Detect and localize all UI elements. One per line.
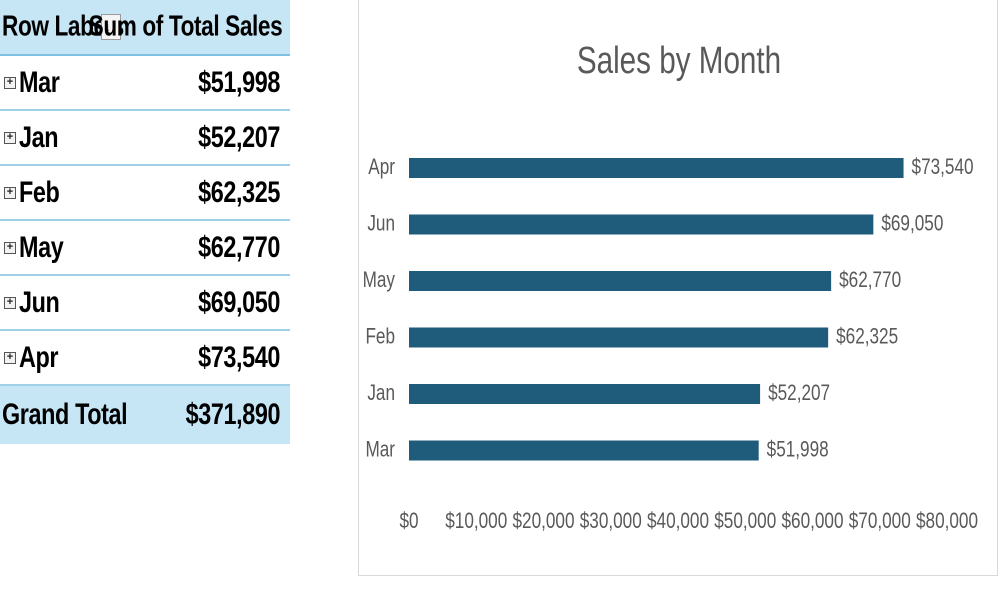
x-tick-label: $50,000 [714, 509, 776, 534]
bar-may[interactable] [409, 271, 832, 291]
row-label: Feb [19, 175, 60, 209]
pivot-row-mar[interactable]: + Mar $51,998 [0, 56, 290, 111]
expand-icon[interactable]: + [4, 76, 16, 89]
bar-mar[interactable] [409, 440, 759, 461]
expand-icon[interactable]: + [4, 131, 16, 144]
sort-filter-icon[interactable]: ↓↑ [101, 14, 121, 40]
pivot-table: Row Labels ↓↑ Sum of Total Sales + Mar $… [0, 0, 290, 444]
pivot-row-jun[interactable]: + Jun $69,050 [0, 276, 290, 331]
x-tick-label: $80,000 [916, 509, 978, 534]
grand-total-row[interactable]: Grand Total $371,890 [0, 386, 290, 444]
category-label: May [363, 268, 396, 293]
category-label: Jan [367, 381, 395, 406]
row-label: May [19, 230, 64, 264]
row-label: Mar [19, 65, 60, 99]
row-value: $62,325 [198, 175, 280, 209]
bar-jun[interactable] [409, 214, 874, 235]
expand-icon[interactable]: + [4, 351, 16, 364]
row-value: $73,540 [198, 340, 280, 374]
expand-icon[interactable]: + [4, 296, 16, 309]
pivot-row-feb[interactable]: + Feb $62,325 [0, 166, 290, 221]
sales-chart[interactable]: Sales by Month Apr $73,540 Jun $69,050 May $6… [358, 0, 998, 576]
data-label: $51,998 [767, 437, 829, 462]
bar-apr[interactable] [409, 158, 904, 178]
x-tick-label: $0 [399, 509, 418, 534]
category-label: Apr [368, 155, 395, 180]
bar-feb[interactable] [409, 327, 829, 348]
pivot-row-jan[interactable]: + Jan $52,207 [0, 111, 290, 166]
chart-title: Sales by Month [576, 40, 782, 82]
x-tick-label: $60,000 [782, 509, 844, 534]
data-label: $73,540 [912, 155, 974, 180]
row-value: $69,050 [198, 285, 280, 319]
x-tick-label: $40,000 [647, 509, 709, 534]
row-value: $51,998 [198, 65, 280, 99]
sum-of-total-sales-header[interactable]: Sum of Total Sales [88, 10, 282, 43]
data-label: $69,050 [881, 211, 943, 236]
data-label: $62,325 [836, 324, 898, 349]
x-tick-label: $70,000 [849, 509, 911, 534]
pivot-row-apr[interactable]: + Apr $73,540 [0, 331, 290, 386]
x-tick-label: $20,000 [513, 509, 575, 534]
grand-total-value: $371,890 [185, 398, 281, 431]
category-label: Feb [365, 324, 395, 349]
expand-icon[interactable]: + [4, 186, 16, 199]
row-value: $62,770 [198, 230, 280, 264]
pivot-row-may[interactable]: + May $62,770 [0, 221, 290, 276]
data-label: $52,207 [768, 381, 830, 406]
expand-icon[interactable]: + [4, 241, 16, 254]
row-label: Jan [19, 120, 59, 154]
category-label: Jun [367, 211, 395, 236]
row-label: Jun [19, 285, 60, 319]
grand-total-label: Grand Total [2, 398, 128, 431]
data-label: $62,770 [839, 268, 901, 293]
row-label: Apr [19, 340, 59, 374]
row-value: $52,207 [198, 120, 280, 154]
pivot-header-row: Row Labels ↓↑ Sum of Total Sales [0, 0, 290, 56]
category-label: Mar [365, 437, 395, 462]
bar-chart-plot: Apr $73,540 Jun $69,050 May $62,770 Feb $62,325… [363, 155, 978, 534]
x-tick-label: $30,000 [580, 509, 642, 534]
x-tick-label: $10,000 [445, 509, 507, 534]
bar-jan[interactable] [409, 384, 761, 404]
